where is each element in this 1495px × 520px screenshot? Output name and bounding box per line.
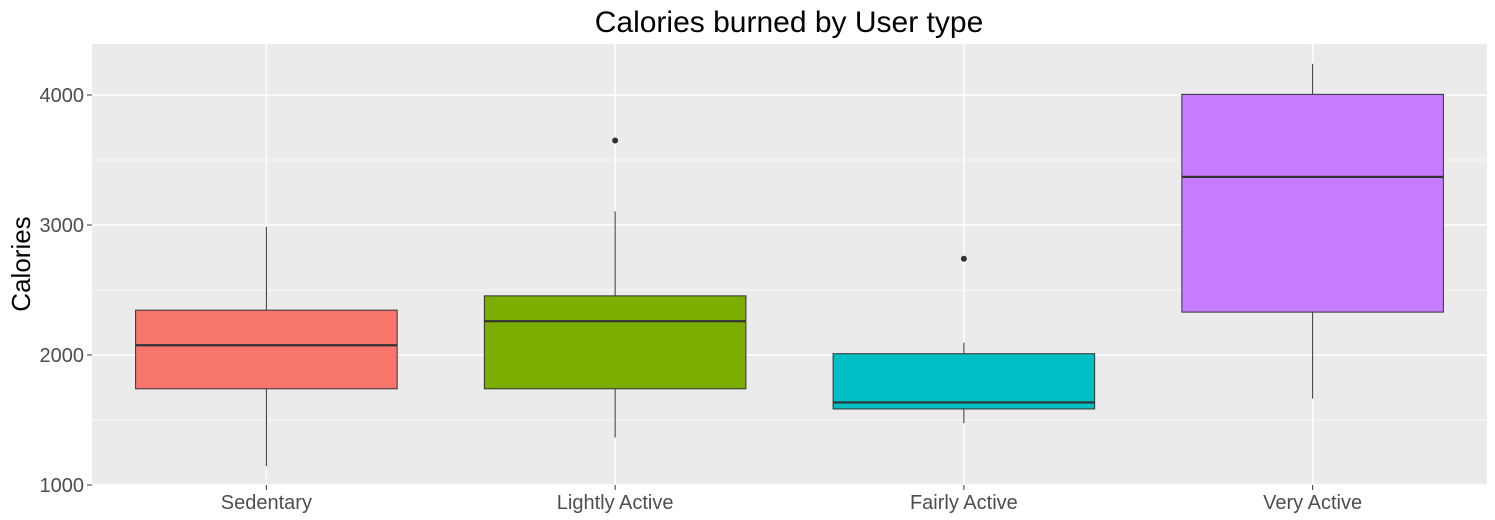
iqr-box	[483, 295, 747, 390]
iqr-box	[135, 309, 398, 390]
boxplot-fairly-active	[832, 255, 1096, 424]
y-tick-label: 3000	[40, 215, 85, 237]
boxplots	[135, 63, 1444, 467]
x-tick-label: Sedentary	[221, 492, 312, 514]
boxplot-lightly-active	[483, 137, 747, 438]
x-tick-label: Very Active	[1263, 492, 1362, 514]
chart-title: Calories burned by User type	[595, 6, 984, 39]
outlier-point	[612, 137, 619, 144]
boxplot-very-active	[1181, 63, 1444, 399]
x-tick-label: Fairly Active	[910, 492, 1018, 514]
y-tick-label: 1000	[40, 475, 85, 497]
x-tick-label: Lightly Active	[557, 492, 674, 514]
y-tick-label: 2000	[40, 345, 85, 367]
y-axis: 1000 2000 3000 4000	[40, 85, 92, 497]
iqr-box	[832, 353, 1096, 410]
outlier-point	[960, 255, 967, 262]
x-axis: Sedentary Lightly Active Fairly Active Very…	[221, 485, 1362, 514]
y-tick-label: 4000	[40, 85, 85, 107]
boxplot-sedentary	[135, 226, 398, 467]
iqr-box	[1181, 93, 1444, 313]
y-axis-label: Calories	[6, 216, 36, 311]
